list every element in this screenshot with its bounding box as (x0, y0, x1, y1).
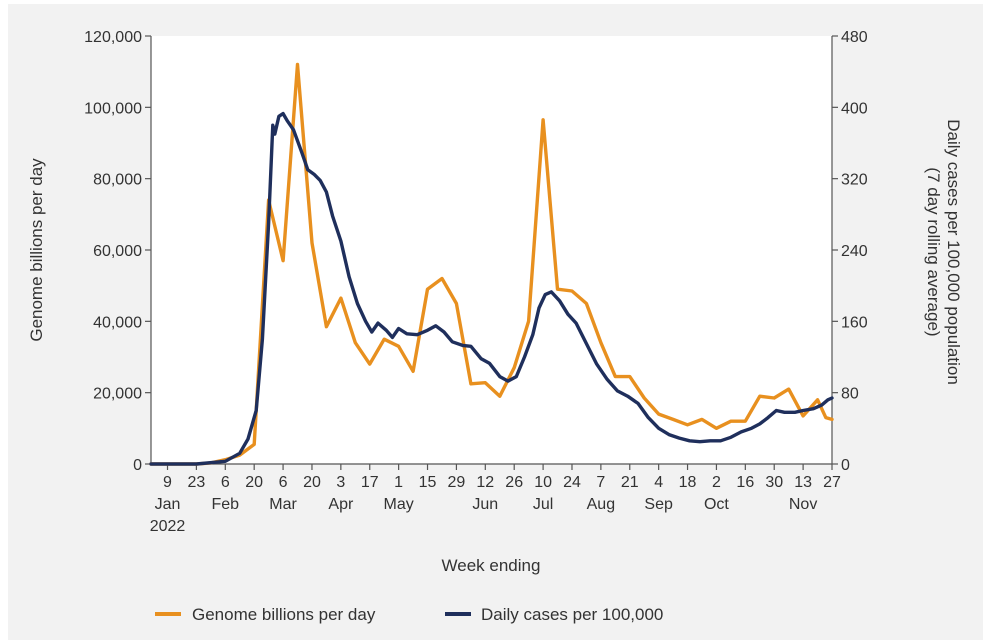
y-tick-label-left: 40,000 (93, 314, 142, 331)
x-tick-label: 9 (163, 474, 172, 491)
series-layer (149, 62, 834, 466)
x-month-label: Feb (212, 496, 240, 513)
y-tick-label-right: 320 (841, 172, 868, 189)
x-month-label: Oct (704, 496, 729, 513)
x-month-label: Jun (472, 496, 498, 513)
y-tick-label-right: 400 (841, 100, 868, 117)
axes: 0 20,000 40,000 60,000 80,000 100,000 120,000 0… (84, 29, 868, 535)
y-tick-label-right: 0 (841, 457, 850, 474)
labels: Genome billions per day Daily cases per … (27, 119, 963, 575)
x-tick-label: 15 (419, 474, 437, 491)
legend-label-cases: Daily cases per 100,000 (481, 605, 663, 624)
x-month-label: May (384, 496, 414, 513)
y-tick-label-left: 20,000 (93, 386, 142, 403)
x-tick-label: 6 (279, 474, 288, 491)
y-tick-label-left: 100,000 (84, 100, 142, 117)
x-tick-label: 24 (563, 474, 581, 491)
x-tick-label: 3 (336, 474, 345, 491)
y-tick-label-right: 160 (841, 314, 868, 331)
x-tick-label: 17 (361, 474, 379, 491)
y-axis-title-right-line2: (7 day rolling average) (924, 167, 943, 336)
x-tick-label: 26 (505, 474, 523, 491)
legend-label-genome: Genome billions per day (192, 605, 376, 624)
x-tick-label: 6 (221, 474, 230, 491)
x-tick-label: 2 (712, 474, 721, 491)
x-tick-label: 7 (596, 474, 605, 491)
x-year-label: 2022 (150, 518, 186, 535)
plot-area (151, 36, 832, 464)
x-tick-label: 21 (621, 474, 639, 491)
x-month-label: Aug (587, 496, 615, 513)
y-tick-label-right: 480 (841, 29, 868, 46)
x-month-label: Sep (644, 496, 673, 513)
x-tick-label: 1 (394, 474, 403, 491)
x-month-label: Jul (533, 496, 553, 513)
x-month-label: Apr (328, 496, 354, 513)
legend: Genome billions per day Daily cases per … (155, 605, 663, 624)
x-axis-title: Week ending (442, 556, 541, 575)
x-tick-label: 10 (534, 474, 552, 491)
x-month-label: Mar (269, 496, 297, 513)
x-month-label: Nov (789, 496, 817, 513)
x-tick-label: 13 (794, 474, 812, 491)
y-tick-label-left: 80,000 (93, 172, 142, 189)
x-month-label: Jan (155, 496, 181, 513)
y-tick-label-left: 60,000 (93, 243, 142, 260)
x-tick-label: 20 (245, 474, 263, 491)
y-tick-label-right: 80 (841, 386, 859, 403)
x-tick-label: 23 (188, 474, 206, 491)
x-tick-label: 30 (765, 474, 783, 491)
y-axis-title-right-line1: Daily cases per 100,000 population (944, 119, 963, 385)
x-tick-label: 12 (476, 474, 494, 491)
x-tick-label: 29 (448, 474, 466, 491)
x-tick-label: 27 (823, 474, 841, 491)
x-tick-label: 4 (654, 474, 663, 491)
x-tick-label: 18 (679, 474, 697, 491)
y-axis-title-left: Genome billions per day (27, 158, 46, 342)
y-tick-label-right: 240 (841, 243, 868, 260)
series-line-cases (149, 111, 834, 466)
y-tick-label-left: 120,000 (84, 29, 142, 46)
x-tick-label: 20 (303, 474, 321, 491)
x-tick-label: 16 (736, 474, 754, 491)
y-tick-label-left: 0 (133, 457, 142, 474)
